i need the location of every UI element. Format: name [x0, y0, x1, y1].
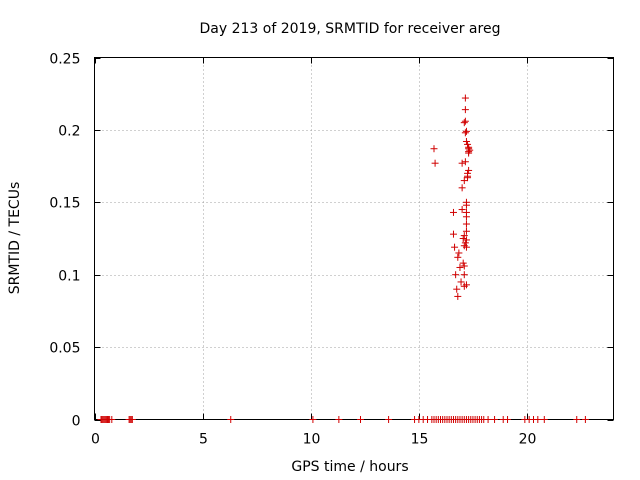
data-point	[462, 137, 470, 145]
data-point	[461, 117, 469, 125]
data-point	[452, 271, 460, 279]
y-tick-labels: 0 0.05 0.1 0.15 0.2 0.25	[49, 52, 80, 430]
y-tick-label: 0	[72, 414, 81, 430]
data-point	[462, 208, 470, 216]
y-tick-label: 0.2	[58, 124, 80, 140]
data-point	[128, 416, 136, 423]
data-point	[431, 159, 439, 167]
data-point	[456, 263, 464, 271]
data-point	[462, 243, 470, 251]
data-point	[462, 220, 470, 228]
data-point	[461, 129, 469, 137]
data-point	[460, 232, 468, 240]
data-point	[573, 416, 581, 423]
data-point	[335, 416, 343, 423]
data-point	[484, 416, 492, 423]
data-point	[458, 159, 466, 167]
data-points	[97, 94, 589, 423]
data-point	[458, 206, 466, 214]
data-point	[461, 158, 469, 166]
data-point	[464, 140, 472, 148]
grid-lines	[94, 57, 614, 420]
y-axis-label: SRMTID / TECUs	[7, 182, 23, 295]
data-point	[581, 416, 589, 423]
data-point	[460, 177, 468, 185]
data-point	[462, 198, 470, 206]
axis-ticks	[94, 57, 614, 421]
data-point	[309, 416, 317, 423]
x-tick-label: 0	[91, 432, 100, 448]
data-point	[462, 127, 470, 135]
data-point	[227, 416, 235, 423]
data-point	[491, 416, 499, 423]
data-point	[466, 146, 474, 154]
x-tick-labels: 0 5 10 15 20	[91, 432, 536, 448]
plot-frame	[94, 57, 614, 420]
data-point	[108, 416, 116, 423]
data-point	[459, 259, 467, 267]
x-tick-label: 10	[303, 432, 321, 448]
data-point	[461, 106, 469, 114]
data-point	[460, 262, 468, 270]
data-point	[540, 416, 548, 423]
data-point	[458, 184, 466, 192]
data-point	[455, 249, 463, 257]
data-point	[462, 227, 470, 235]
data-point	[460, 271, 468, 279]
data-point	[534, 416, 542, 423]
y-tick-label: 0.15	[49, 196, 80, 212]
data-point	[460, 119, 468, 127]
data-point	[461, 239, 469, 247]
data-point	[465, 166, 473, 174]
data-point	[454, 253, 462, 261]
x-axis-label: GPS time / hours	[291, 459, 408, 475]
data-point	[449, 208, 457, 216]
data-point	[454, 292, 462, 300]
x-tick-label: 15	[411, 432, 429, 448]
y-tick-label: 0.05	[49, 341, 80, 357]
data-point	[449, 230, 457, 238]
data-point	[385, 416, 393, 423]
data-point	[451, 243, 459, 251]
x-tick-label: 20	[519, 432, 537, 448]
data-point	[461, 94, 469, 102]
data-point	[465, 145, 473, 153]
y-tick-label: 0.1	[58, 269, 80, 285]
data-point	[462, 281, 470, 289]
data-point	[430, 145, 438, 153]
data-point	[464, 174, 472, 182]
data-point	[356, 416, 364, 423]
chart-title: Day 213 of 2019, SRMTID for receiver are…	[200, 21, 501, 37]
x-tick-label: 5	[199, 432, 208, 448]
data-point	[459, 235, 467, 242]
data-point	[453, 285, 461, 293]
data-point	[457, 278, 465, 286]
data-point	[462, 236, 470, 244]
y-tick-label: 0.25	[49, 52, 80, 68]
data-point	[504, 416, 512, 423]
